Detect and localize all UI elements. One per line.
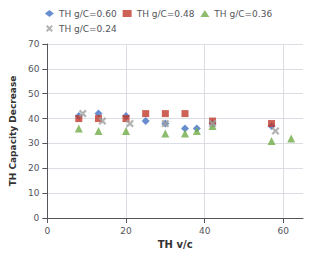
svg-text:0: 0	[44, 226, 50, 236]
svg-text:TH Capacity Decrease: TH Capacity Decrease	[8, 76, 18, 187]
svg-text:TH g/C=0.36: TH g/C=0.36	[213, 9, 272, 19]
svg-text:60: 60	[28, 64, 40, 74]
svg-text:60: 60	[278, 226, 290, 236]
svg-text:0: 0	[34, 213, 40, 223]
svg-text:TH g/C=0.60: TH g/C=0.60	[58, 9, 117, 19]
svg-text:TH g/C=0.48: TH g/C=0.48	[136, 9, 195, 19]
svg-text:TH v/c: TH v/c	[158, 239, 193, 250]
svg-text:TH g/C=0.24: TH g/C=0.24	[58, 24, 117, 34]
svg-text:20: 20	[28, 163, 40, 173]
svg-text:40: 40	[28, 114, 40, 124]
svg-text:50: 50	[28, 89, 40, 99]
svg-text:70: 70	[28, 39, 40, 49]
svg-text:10: 10	[28, 188, 40, 198]
svg-text:30: 30	[28, 138, 40, 148]
svg-text:40: 40	[199, 226, 211, 236]
svg-text:20: 20	[120, 226, 132, 236]
